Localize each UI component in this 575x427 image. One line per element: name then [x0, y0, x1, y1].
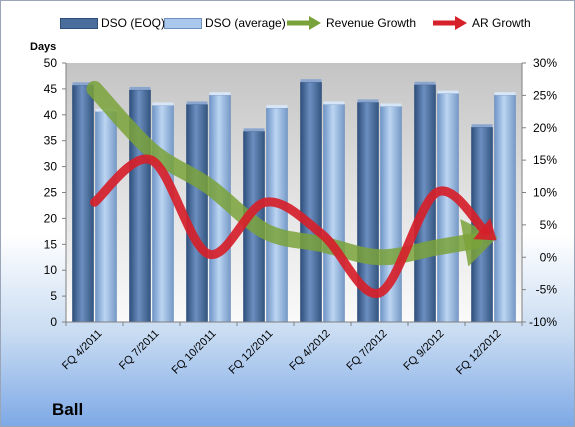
y-tick-label: 45: [44, 82, 58, 96]
y2-tick-label: 10%: [533, 186, 557, 200]
bar-dso-average: [95, 111, 117, 323]
y-tick-label: 10: [44, 263, 58, 277]
bar-top-dso-eoq: [186, 101, 208, 105]
y2-tick-label: 30%: [533, 56, 557, 70]
legend-label-ar-growth: AR Growth: [472, 16, 531, 30]
legend-label-revenue-growth: Revenue Growth: [326, 16, 417, 30]
company-name: Ball: [52, 400, 84, 419]
bar-dso-average: [437, 93, 459, 323]
bar-top-dso-average: [380, 103, 402, 107]
y2-tick-label: 5%: [540, 218, 558, 232]
legend-label-dso-average: DSO (average): [205, 16, 286, 30]
revenue-growth-arrowhead: [460, 219, 498, 267]
y-axis-title: Days: [30, 41, 57, 53]
x-tick-label: FQ 9/2012: [401, 328, 446, 373]
y-tick-label: 50: [44, 56, 58, 70]
x-tick-label: FQ 7/2012: [344, 328, 389, 373]
x-tick-label: FQ 10/2011: [170, 328, 219, 377]
y-tick-label: 30: [44, 160, 58, 174]
x-tick-label: FQ 7/2011: [117, 328, 162, 373]
bar-top-dso-eoq: [72, 82, 94, 86]
bar-top-dso-eoq: [129, 86, 151, 90]
y2-tick-label: 20%: [533, 121, 557, 135]
legend-swatch-dso-average: [164, 18, 202, 29]
bar-top-dso-eoq: [243, 128, 265, 132]
y-tick-label: 5: [50, 289, 57, 303]
x-tick-label: FQ 12/2011: [227, 328, 276, 377]
ar-growth-arrow-icon: [433, 16, 467, 30]
bar-dso-average: [152, 105, 174, 323]
bar-top-dso-eoq: [357, 99, 379, 103]
legend: DSO (EOQ) DSO (average) Revenue Growth A…: [0, 0, 575, 40]
revenue-growth-line: [86, 80, 483, 266]
y-tick-label: 15: [44, 237, 58, 251]
x-tick-label: FQ 12/2012: [454, 328, 504, 378]
legend-label-dso-eoq: DSO (EOQ): [101, 16, 166, 30]
bar-top-dso-eoq: [471, 124, 493, 128]
y2-tick-label: 0%: [540, 250, 558, 264]
bar-top-dso-average: [152, 102, 174, 106]
bar-top-dso-average: [494, 92, 516, 96]
y-tick-label: 25: [44, 186, 58, 200]
bar-top-dso-eoq: [300, 79, 322, 83]
revenue-growth-arrow-icon: [287, 16, 321, 30]
y2-tick-label: -10%: [529, 315, 557, 329]
bar-top-dso-average: [437, 90, 459, 94]
bar-top-dso-eoq: [414, 81, 436, 85]
y-tick-label: 20: [44, 211, 58, 225]
bar-dso-average: [323, 104, 345, 323]
y-tick-label: 35: [44, 134, 58, 148]
x-tick-label: FQ 4/2012: [287, 328, 332, 373]
y-tick-label: 0: [50, 315, 57, 329]
bar-dso-average: [266, 107, 288, 323]
bar-top-dso-average: [266, 105, 288, 109]
legend-swatch-dso-eoq: [60, 18, 98, 29]
y-tick-label: 40: [44, 108, 58, 122]
y2-tick-label: 25%: [533, 88, 557, 102]
bar-dso-eoq: [300, 81, 322, 323]
y2-tick-label: -5%: [536, 283, 558, 297]
ar-growth-arrowhead: [473, 217, 497, 241]
bar-top-dso-average: [323, 101, 345, 105]
ar-growth-line: [90, 154, 490, 298]
bar-top-dso-average: [209, 92, 231, 96]
bar-dso-average: [494, 94, 516, 323]
y2-tick-label: 15%: [533, 153, 557, 167]
x-tick-label: FQ 4/2011: [60, 328, 105, 373]
bar-dso-eoq: [186, 104, 208, 323]
